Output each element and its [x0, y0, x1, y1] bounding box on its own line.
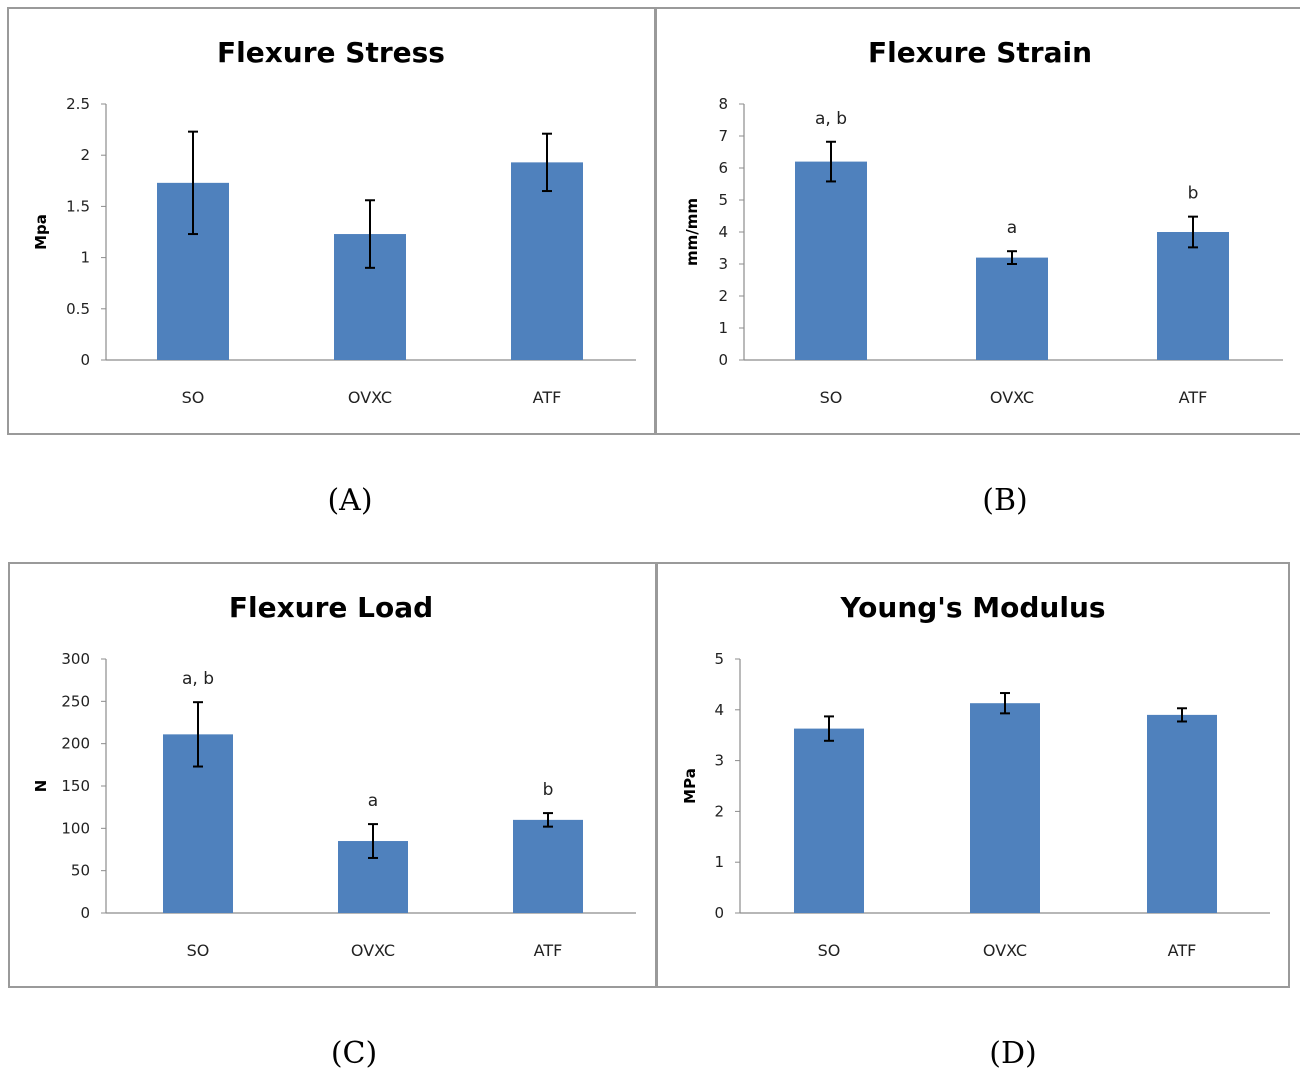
panel-c-category-label: ATF	[534, 941, 563, 960]
panel-a-y-tick-label: 2	[80, 146, 90, 164]
panel-b-category-label: SO	[820, 388, 843, 407]
panel-b-y-tick-label: 2	[718, 287, 728, 305]
panel-c-y-tick-label: 300	[61, 650, 90, 668]
panel-c-y-tick-label: 150	[61, 777, 90, 795]
panel-c-y-tick-label: 0	[80, 904, 90, 922]
panel-a: Flexure Stress Mpa 0 0.5 1 1.5 2 2.5 SO OVXC ATF	[7, 7, 656, 435]
panel-a-category-label: OVXC	[348, 388, 392, 407]
panel-d-category-label: ATF	[1168, 941, 1197, 960]
panel-a-y-tick-label: 2.5	[66, 95, 90, 113]
panel-a-plot: 0 0.5 1 1.5 2 2.5 SO OVXC ATF	[66, 95, 636, 407]
panel-b-bar-atf	[1157, 232, 1229, 360]
panel-d-y-axis-label: MPa	[681, 768, 699, 804]
panel-b-bar-so	[795, 161, 867, 360]
panel-a-label: (A)	[327, 483, 372, 518]
panel-c-bar-atf	[513, 819, 583, 913]
panel-a-category-label: ATF	[533, 388, 562, 407]
panel-c-title: Flexure Load	[229, 591, 433, 624]
panel-b-y-tick-label: 5	[718, 191, 728, 209]
panel-b-label: (B)	[982, 483, 1027, 518]
panel-d-category-label: SO	[818, 941, 841, 960]
panel-c-category-label: SO	[187, 941, 210, 960]
panel-b-y-tick-label: 3	[718, 255, 728, 273]
panel-c-y-axis-label: N	[32, 780, 50, 793]
panel-c-y-tick-label: 250	[61, 692, 90, 710]
panel-c-y-tick-label: 200	[61, 735, 90, 753]
panel-c-y-tick-label: 100	[61, 819, 90, 837]
panel-d: Young's Modulus MPa 0 1 2 3 4 5 SO OVXC ATF	[656, 562, 1290, 988]
panel-b-category-label: ATF	[1179, 388, 1208, 407]
panel-b: Flexure Strain mm/mm 0 1 2 3 4 5 6 7 8 SO a, b OVXC…	[655, 7, 1300, 435]
panel-a-y-tick-label: 0	[80, 351, 90, 369]
panel-b-plot: 0 1 2 3 4 5 6 7 8 SO a, b OVXC a ATF b	[718, 95, 1283, 407]
panel-b-y-tick-label: 1	[718, 319, 728, 337]
panel-d-y-tick-label: 0	[714, 904, 724, 922]
panel-b-y-tick-label: 7	[718, 127, 728, 145]
panel-b-y-tick-label: 8	[718, 95, 728, 113]
panel-c-category-label: OVXC	[351, 941, 395, 960]
panel-b-significance-label: a, b	[815, 109, 847, 129]
panel-a-title: Flexure Stress	[217, 36, 445, 69]
panel-a-y-tick-label: 0.5	[66, 300, 90, 318]
panel-c-significance-label: a, b	[182, 669, 214, 689]
panel-b-y-tick-label: 6	[718, 159, 728, 177]
panel-d-y-tick-label: 1	[714, 853, 724, 871]
panel-a-y-tick-label: 1.5	[66, 197, 90, 215]
panel-b-frame	[655, 7, 1300, 435]
panel-b-category-label: OVXC	[990, 388, 1034, 407]
panel-d-bar-ovxc	[970, 703, 1040, 913]
panel-d-bar-so	[794, 728, 864, 913]
panel-c: Flexure Load N 0 50 100 150 200 250 300 SO a, b O…	[8, 562, 657, 988]
panel-a-category-label: SO	[182, 388, 205, 407]
panel-d-y-tick-label: 2	[714, 802, 724, 820]
panel-c-frame	[8, 562, 657, 988]
panel-a-bar-atf	[511, 162, 583, 360]
panel-a-y-axis-label: Mpa	[32, 214, 50, 250]
panel-a-y-tick-label: 1	[80, 249, 90, 267]
panel-d-y-tick-label: 4	[714, 701, 724, 719]
panel-d-label: (D)	[989, 1036, 1036, 1071]
panel-b-title: Flexure Strain	[868, 36, 1092, 69]
panel-c-significance-label: a	[368, 791, 378, 811]
panel-b-y-tick-label: 4	[718, 223, 728, 241]
panel-c-label: (C)	[331, 1036, 377, 1071]
panel-b-significance-label: a	[1007, 218, 1017, 238]
panel-d-category-label: OVXC	[983, 941, 1027, 960]
panel-d-y-tick-label: 3	[714, 752, 724, 770]
panel-b-y-axis-label: mm/mm	[683, 198, 701, 266]
panel-c-significance-label: b	[543, 780, 554, 800]
panel-d-title: Young's Modulus	[839, 591, 1105, 624]
panel-b-y-tick-label: 0	[718, 351, 728, 369]
panel-b-bar-ovxc	[976, 257, 1048, 360]
panel-c-y-tick-label: 50	[71, 862, 90, 880]
panel-d-y-tick-label: 5	[714, 650, 724, 668]
panel-d-bar-atf	[1147, 714, 1217, 913]
panel-c-plot: 0 50 100 150 200 250 300 SO a, b OVXC a ATF b	[61, 650, 636, 960]
panel-d-plot: 0 1 2 3 4 5 SO OVXC ATF	[714, 650, 1270, 960]
panel-b-significance-label: b	[1188, 184, 1199, 204]
